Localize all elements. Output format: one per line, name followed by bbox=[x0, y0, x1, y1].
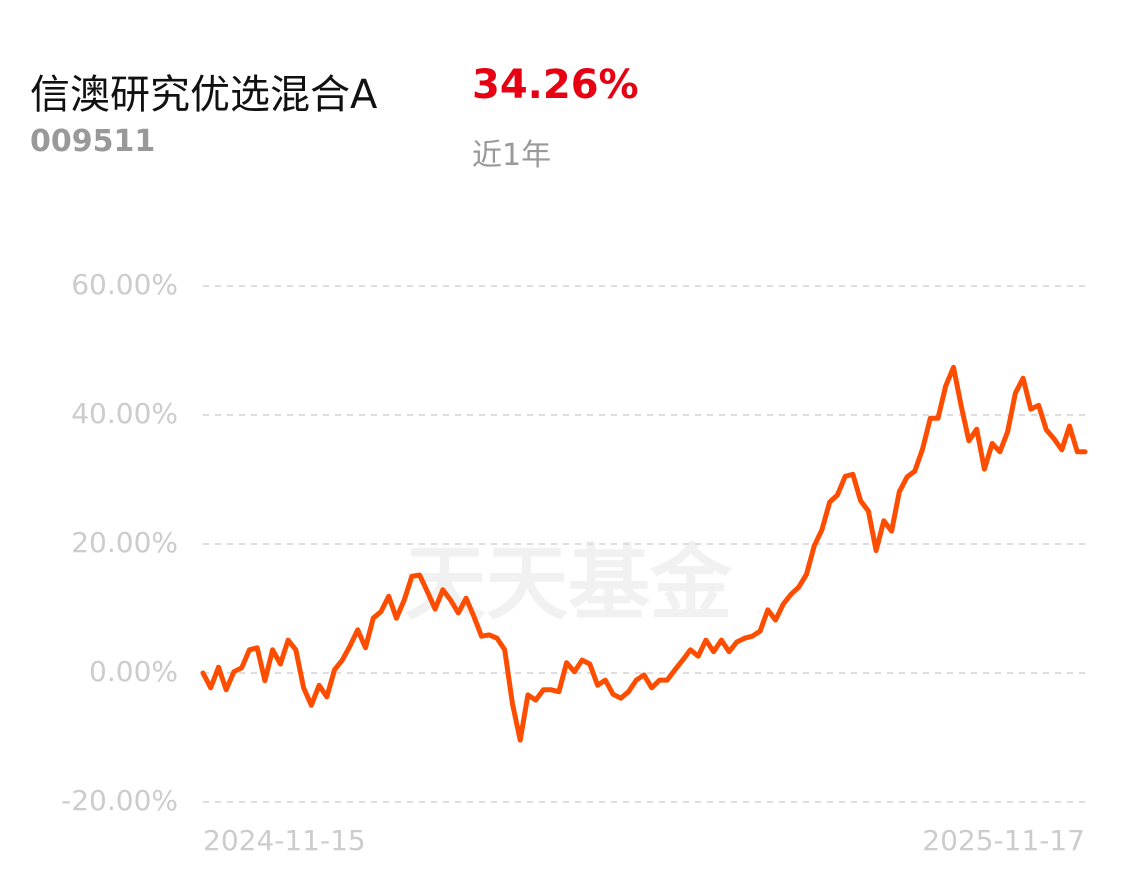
watermark: 天天基金 bbox=[404, 535, 733, 631]
x-tick-label: 2025-11-17 bbox=[922, 824, 1085, 857]
y-tick-label: 0.00% bbox=[89, 655, 178, 688]
x-tick-label: 2024-11-15 bbox=[203, 824, 366, 857]
y-tick-label: 60.00% bbox=[71, 268, 178, 301]
period: 近1年 bbox=[472, 138, 552, 173]
y-tick-label: 20.00% bbox=[71, 526, 178, 559]
y-tick-label: 40.00% bbox=[71, 397, 178, 430]
y-tick-label: -20.00% bbox=[61, 784, 178, 817]
fund-name: 信澳研究优选混合A bbox=[30, 72, 378, 118]
line bbox=[200, 364, 1088, 743]
fund-code: 009511 bbox=[30, 124, 156, 159]
return: 34.26% bbox=[472, 62, 639, 108]
